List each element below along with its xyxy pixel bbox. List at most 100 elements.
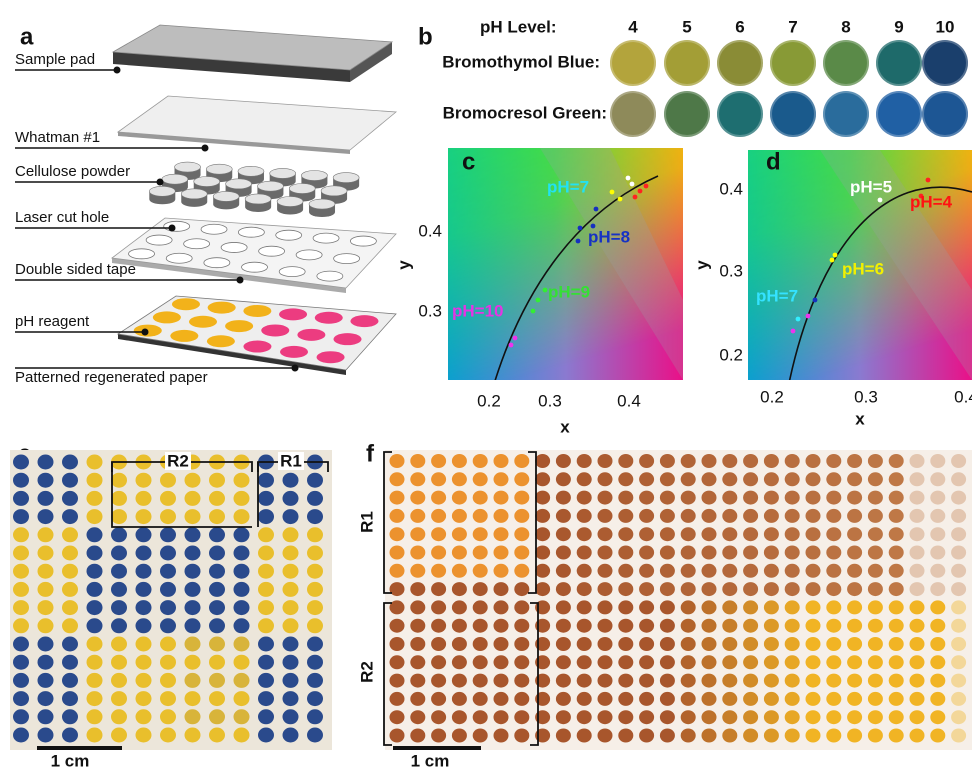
well-spot bbox=[234, 473, 250, 488]
cellulose-puck-top bbox=[181, 189, 207, 199]
well-spot bbox=[785, 472, 800, 486]
cut-hole bbox=[242, 262, 268, 272]
well-spot bbox=[136, 527, 152, 542]
well-spot bbox=[889, 564, 904, 578]
x-tick-label: 0.2 bbox=[760, 387, 784, 406]
leader-dot bbox=[169, 225, 176, 232]
well-spot bbox=[826, 619, 841, 633]
cellulose-puck-top bbox=[333, 173, 359, 183]
well-spot bbox=[452, 674, 467, 688]
well-spot bbox=[930, 600, 945, 614]
well-spot bbox=[473, 546, 488, 560]
ph-level: 9 bbox=[894, 17, 903, 36]
well-spot bbox=[639, 527, 654, 541]
well-spot bbox=[410, 546, 425, 560]
well-spot bbox=[847, 619, 862, 633]
well-spot bbox=[431, 546, 446, 560]
well-spot bbox=[722, 692, 737, 706]
well-spot bbox=[111, 618, 127, 633]
well-spot bbox=[62, 618, 78, 633]
well-spot bbox=[87, 564, 103, 579]
well-spot bbox=[13, 600, 29, 615]
well-spot bbox=[431, 655, 446, 669]
well-spot bbox=[431, 637, 446, 651]
well-spot bbox=[258, 582, 274, 597]
well-spot bbox=[160, 582, 176, 597]
reagent-spot bbox=[207, 335, 235, 347]
well-spot bbox=[785, 619, 800, 633]
well-spot bbox=[307, 637, 323, 652]
well-spot bbox=[209, 655, 225, 670]
well-spot bbox=[38, 455, 54, 470]
well-spot bbox=[681, 655, 696, 669]
well-spot bbox=[577, 710, 592, 724]
well-spot bbox=[826, 674, 841, 688]
well-spot bbox=[910, 509, 925, 523]
well-spot bbox=[639, 454, 654, 468]
well-spot bbox=[681, 692, 696, 706]
well-spot bbox=[390, 564, 405, 578]
well-spot bbox=[136, 546, 152, 561]
cut-hole bbox=[201, 224, 227, 234]
well-spot bbox=[514, 546, 529, 560]
well-spot bbox=[639, 674, 654, 688]
well-spot bbox=[38, 691, 54, 706]
well-spot bbox=[618, 472, 633, 486]
well-spot bbox=[111, 527, 127, 542]
well-spot bbox=[62, 600, 78, 615]
well-spot bbox=[494, 472, 509, 486]
well-spot bbox=[951, 600, 966, 614]
well-spot bbox=[660, 564, 675, 578]
well-spot bbox=[185, 473, 201, 488]
well-spot bbox=[452, 564, 467, 578]
leader-dot bbox=[114, 67, 121, 74]
cut-hole bbox=[238, 227, 264, 237]
well-spot bbox=[431, 509, 446, 523]
well-spot bbox=[87, 527, 103, 542]
well-spot bbox=[452, 491, 467, 505]
well-spot bbox=[660, 637, 675, 651]
well-spot bbox=[514, 491, 529, 505]
ph-level: 8 bbox=[841, 17, 850, 36]
well-spot bbox=[452, 692, 467, 706]
well-spot bbox=[258, 546, 274, 561]
well-spot bbox=[556, 692, 571, 706]
sample-point bbox=[813, 298, 818, 303]
well-spot bbox=[283, 491, 299, 506]
well-spot bbox=[889, 692, 904, 706]
indicator-name: Bromothymol Blue: bbox=[442, 52, 600, 71]
well-spot bbox=[930, 564, 945, 578]
well-spot bbox=[910, 674, 925, 688]
scale-bar-label: 1 cm bbox=[411, 751, 450, 769]
leader-dot bbox=[237, 277, 244, 284]
cut-hole bbox=[259, 246, 285, 256]
well-spot bbox=[209, 673, 225, 688]
well-spot bbox=[764, 472, 779, 486]
well-spot bbox=[556, 509, 571, 523]
well-spot bbox=[743, 637, 758, 651]
well-spot bbox=[390, 454, 405, 468]
well-spot bbox=[13, 455, 29, 470]
well-spot bbox=[660, 509, 675, 523]
well-spot bbox=[618, 454, 633, 468]
well-spot bbox=[185, 509, 201, 524]
well-spot bbox=[514, 729, 529, 743]
x-axis-label: x bbox=[855, 409, 865, 428]
well-spot bbox=[806, 655, 821, 669]
well-spot bbox=[431, 729, 446, 743]
well-spot bbox=[681, 564, 696, 578]
sample-point bbox=[536, 298, 541, 303]
well-spot bbox=[13, 673, 29, 688]
well-spot bbox=[185, 600, 201, 615]
well-spot bbox=[826, 491, 841, 505]
well-spot bbox=[702, 564, 717, 578]
well-spot bbox=[283, 618, 299, 633]
well-spot bbox=[660, 454, 675, 468]
well-spot bbox=[111, 691, 127, 706]
well-spot bbox=[390, 509, 405, 523]
well-spot bbox=[702, 600, 717, 614]
well-spot bbox=[111, 491, 127, 506]
well-spot bbox=[743, 692, 758, 706]
well-spot bbox=[930, 454, 945, 468]
layer-label: Sample pad bbox=[15, 51, 95, 68]
